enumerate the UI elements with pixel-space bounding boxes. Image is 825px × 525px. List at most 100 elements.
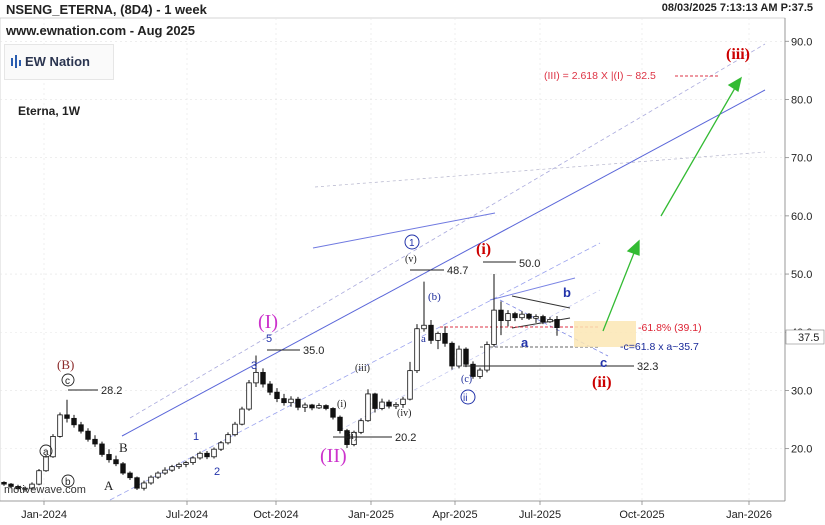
- price-label-50-0: 50.0: [519, 258, 540, 270]
- candle-body: [428, 324, 434, 341]
- channel-solid-main: [121, 89, 766, 437]
- candle-body: [470, 363, 476, 377]
- candle-body: [57, 414, 63, 437]
- wave-label-II-major: (II): [320, 445, 347, 467]
- annotation-c-target: -c=61.8 x a~35.7: [620, 341, 699, 353]
- wave-label-3: 3: [251, 360, 257, 372]
- current-price-marker: 37.5: [785, 329, 825, 345]
- candle-body: [554, 319, 560, 328]
- candle-body: [526, 313, 532, 319]
- candle-body: [43, 456, 49, 472]
- x-tick-label: Jul-2025: [519, 509, 561, 521]
- x-tick-label: Oct-2024: [253, 509, 298, 521]
- x-axis: Jan-2024 Jul-2024 Oct-2024 Jan-2025 Apr-2025…: [21, 501, 772, 521]
- candle-body: [225, 434, 231, 444]
- candle-body: [190, 457, 196, 463]
- x-tick-label: Apr-2025: [432, 509, 477, 521]
- price-label-35-0: 35.0: [303, 345, 324, 357]
- wave-label-a-blue: a: [521, 335, 529, 350]
- circle-wave-ii: [460, 389, 476, 405]
- gridlines: [0, 18, 785, 501]
- projection-arrow-short-head: [626, 239, 640, 256]
- price-label-32-3: 32.3: [637, 361, 658, 373]
- wave-label-a-paren: a: [421, 333, 426, 345]
- circle-wave-b-text: b: [65, 477, 71, 488]
- wave-label-c-blue: c: [600, 355, 607, 370]
- candle-body: [484, 344, 490, 371]
- candle-body: [540, 316, 546, 323]
- x-tick-label: Oct-2025: [619, 509, 664, 521]
- channel-solid-upper-b: [312, 212, 496, 249]
- price-labels: 28.2 35.0 20.2 48.7 50.0 32.3: [101, 258, 658, 444]
- candle-body: [183, 462, 189, 465]
- y-axis: 20.030.040.050.060.070.080.090.0: [785, 36, 812, 456]
- candle-body: [92, 438, 98, 445]
- candle-body: [323, 405, 329, 409]
- circled-labels: 1 ii c a b: [39, 234, 476, 488]
- wave-label-ii-small: (ii): [345, 431, 357, 442]
- candle-body: [288, 398, 294, 404]
- candle-body: [211, 448, 217, 458]
- candle-body: [358, 420, 364, 433]
- candle-body: [134, 477, 140, 489]
- y-tick-label: 70.0: [791, 153, 812, 165]
- candle-body: [491, 309, 497, 345]
- candle-body: [337, 416, 343, 431]
- circle-wave-ii-text: ii: [463, 393, 467, 404]
- wave-label-iii-small: (iii): [355, 363, 370, 374]
- x-tick-label: Jan-2025: [348, 509, 394, 521]
- circle-wave-1: [404, 234, 420, 250]
- candle-body: [22, 487, 28, 490]
- instrument-label: Eterna, 1W: [18, 104, 81, 118]
- candle-body: [365, 393, 371, 422]
- candle-body: [85, 430, 91, 440]
- candle-body: [127, 472, 133, 479]
- wave-label-2: 2: [214, 466, 220, 478]
- wave-label-B: B: [119, 440, 128, 455]
- channel-upper-dashed: [129, 43, 766, 419]
- wave-labels-blue: 1 2 3 5 a b c: [193, 285, 607, 478]
- candle-body: [547, 319, 553, 323]
- y-tick-label: 80.0: [791, 94, 812, 106]
- wave-label-b-paren: (b): [428, 291, 441, 303]
- candle-body: [274, 391, 280, 399]
- wave-label-i-red: (i): [476, 241, 491, 258]
- y-tick-label: 50.0: [791, 269, 812, 281]
- circle-wave-a: [39, 444, 53, 458]
- current-price-text: 37.5: [798, 332, 819, 344]
- candle-body: [386, 401, 392, 407]
- candle-body: [519, 313, 525, 319]
- candle-body: [218, 442, 224, 450]
- wave-label-v-small: (v): [405, 254, 417, 265]
- corr-line-b-bottom: [511, 317, 571, 329]
- wave-labels: (I) (II) (i) (ii) (iii) (B) B A (v) (iii…: [57, 46, 750, 493]
- candle-body: [379, 401, 385, 409]
- candle-body: [106, 454, 112, 461]
- candle-body: [120, 463, 126, 474]
- candle-body: [498, 309, 504, 322]
- wave-label-ii-red: (ii): [592, 374, 612, 391]
- candle-body: [71, 417, 77, 426]
- x-tick-label: Jan-2026: [726, 509, 772, 521]
- circle-wave-b: [61, 474, 75, 488]
- candle-body: [407, 370, 413, 400]
- price-label-lines: [68, 261, 634, 438]
- circle-wave-c-text: c: [65, 376, 70, 387]
- candle-body: [463, 348, 469, 365]
- candle-body: [113, 459, 119, 465]
- candle-body: [302, 404, 308, 408]
- candle-body: [442, 333, 448, 344]
- candle-body: [155, 472, 161, 478]
- wave-label-b-blue: b: [563, 285, 571, 300]
- candle-body: [36, 470, 42, 485]
- candle-body: [400, 398, 406, 405]
- channel-lower-dashed: [109, 242, 601, 501]
- watermark: motivewave.com: [4, 484, 86, 496]
- candle-body: [176, 463, 182, 468]
- candle-body: [414, 328, 420, 372]
- logo-bars-icon: [11, 55, 23, 68]
- candle-body: [435, 333, 441, 341]
- candle-body: [295, 398, 301, 408]
- projection-arrows: [602, 76, 742, 332]
